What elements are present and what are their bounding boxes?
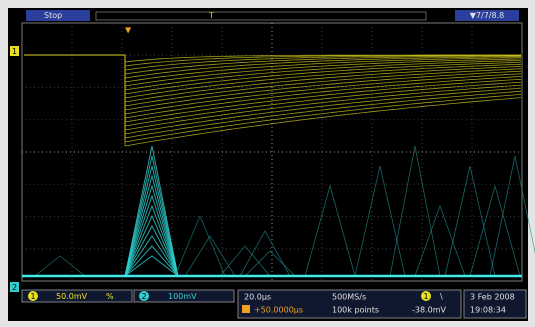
timebase-scale: 20.0µs	[244, 293, 271, 302]
trigger-slope: \	[440, 292, 443, 301]
page: Stop T ▼7/7/8.8 ▼ 1 2 1 50.0mV % 2 100mV…	[0, 0, 535, 327]
ch1-scale: 50.0mV	[56, 292, 88, 301]
position-icon	[242, 305, 250, 313]
time: 19:08:34	[470, 306, 506, 315]
ch1-number: 1	[30, 292, 35, 301]
ch1-marker: 1	[12, 47, 17, 56]
oscilloscope-screen: Stop T ▼7/7/8.8 ▼ 1 2 1 50.0mV % 2 100mV…	[0, 0, 535, 327]
trigger-position-marker: ▼	[125, 26, 132, 35]
trigger-level: -38.0mV	[412, 306, 446, 315]
date: 3 Feb 2008	[470, 293, 515, 302]
ch1-bandwidth: %	[106, 292, 114, 301]
timebase-position: +50.0000µs	[254, 306, 303, 315]
ch2-marker: 2	[12, 283, 17, 292]
trigger-source: 1	[423, 292, 428, 301]
sample-rate: 500MS/s	[332, 293, 366, 302]
record-info: ▼7/7/8.8	[470, 11, 504, 20]
ch2-number: 2	[141, 292, 146, 301]
record-length: 100k points	[332, 306, 379, 315]
ch2-scale: 100mV	[168, 292, 197, 301]
acquisition-state: Stop	[44, 11, 62, 20]
trigger-marker: T	[208, 11, 214, 20]
